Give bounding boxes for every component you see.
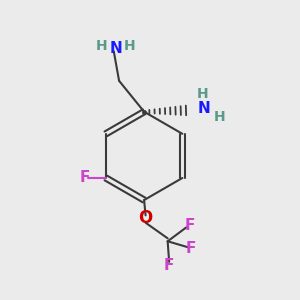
Text: F: F [186,241,196,256]
Text: H: H [196,87,208,101]
Text: N: N [110,41,122,56]
Text: O: O [139,209,153,227]
Text: H: H [96,39,107,53]
Text: F: F [164,258,174,273]
Text: H: H [124,39,136,53]
Text: H: H [214,110,226,124]
Text: F: F [80,170,90,185]
Text: N: N [198,101,211,116]
Text: F: F [184,218,195,232]
